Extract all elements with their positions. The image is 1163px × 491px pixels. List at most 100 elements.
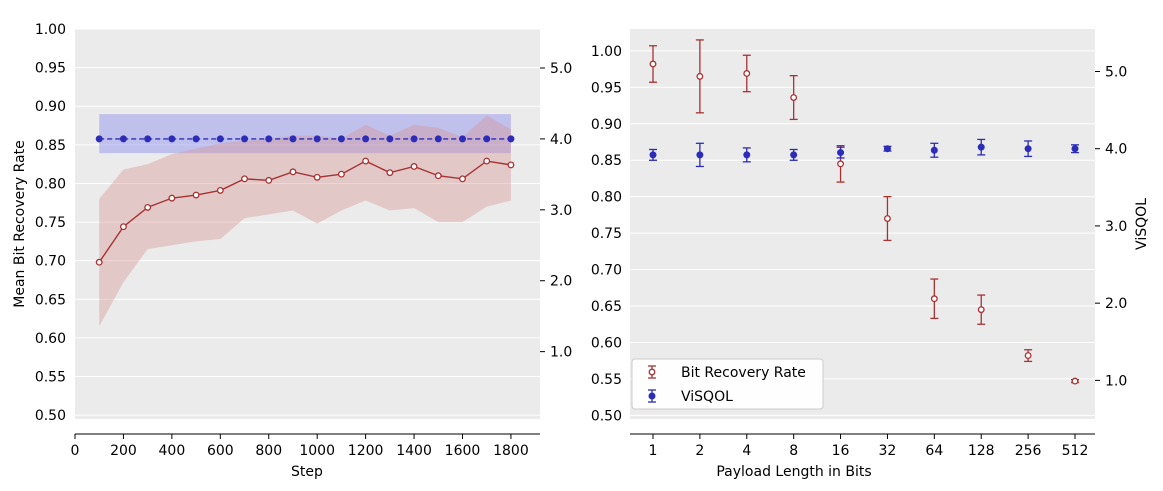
left-x-tick-label: 400: [159, 443, 186, 459]
right-y-tick-label: 0.60: [591, 335, 622, 351]
point-bit-recovery-rate: [883, 215, 891, 222]
point-visqol: [790, 151, 798, 159]
left-x-tick-label: 1000: [299, 443, 335, 459]
point-bit-recovery-rate: [265, 176, 273, 184]
point-visqol: [144, 135, 152, 143]
left-x-tick-label: 1400: [396, 443, 432, 459]
legend-marker-bit-recovery: [648, 368, 656, 376]
right-y-axis-label-right: ViSQOL: [1134, 198, 1150, 250]
point-bit-recovery-rate: [144, 203, 152, 211]
point-visqol: [1071, 145, 1079, 153]
point-visqol: [837, 149, 845, 157]
point-visqol: [649, 151, 657, 159]
point-bit-recovery-rate: [119, 223, 127, 231]
left-y-axis-label: Mean Bit Recovery Rate: [12, 140, 28, 308]
point-bit-recovery-rate: [483, 157, 491, 165]
point-visqol: [337, 135, 345, 143]
left-y-tick-label: 0.85: [35, 138, 66, 154]
point-bit-recovery-rate: [930, 295, 938, 303]
left-x-tick-label: 1800: [493, 443, 529, 459]
point-bit-recovery-rate: [168, 194, 176, 202]
right-y-ticks: 0.50 0.55 0.60 0.65 0.70 0.75 0.80 0.85 0.90 0.95…: [591, 44, 622, 424]
point-visqol: [265, 135, 273, 143]
point-bit-recovery-rate: [977, 306, 985, 314]
right-x-tick-label: 1: [649, 443, 658, 459]
point-bit-recovery-rate: [362, 157, 370, 165]
point-visqol: [434, 135, 442, 143]
left-y-tick-label: 0.75: [35, 215, 66, 231]
legend-box: [631, 358, 824, 410]
point-visqol: [313, 135, 321, 143]
right-data-points: [649, 60, 1079, 385]
left-series-lines: [98, 138, 512, 263]
right-y-tick-label: 0.95: [591, 80, 622, 96]
point-visqol: [119, 135, 127, 143]
right-x-tick-label: 4: [742, 443, 751, 459]
right-x-tick-label: 128: [968, 443, 995, 459]
right-chart: 1 2 4 8 16 32 64 128 256 512 0.50 0.55 0.60 0.65 0.70…: [591, 29, 1150, 480]
left-x-axis-label: Step: [291, 464, 323, 480]
point-visqol: [459, 135, 466, 143]
point-visqol: [216, 135, 224, 143]
left-y-tick-label: 0.60: [35, 331, 66, 347]
legend-item-visqol: ViSQOL: [648, 389, 733, 405]
point-bit-recovery-rate: [459, 175, 466, 183]
left-y-tick-label: 0.70: [35, 254, 66, 270]
left-x-tick-label: 0: [71, 443, 80, 459]
point-bit-recovery-rate: [649, 60, 657, 68]
point-bit-recovery-rate: [434, 172, 442, 180]
left-y-tick-label: 0.55: [35, 370, 66, 386]
legend-label-visqol: ViSQOL: [681, 389, 733, 405]
left-x-tick-label: 1200: [348, 443, 384, 459]
point-visqol: [930, 146, 938, 154]
point-bit-recovery-rate: [790, 94, 798, 101]
point-visqol: [483, 135, 491, 143]
point-bit-recovery-rate: [313, 173, 321, 181]
point-bit-recovery-rate: [837, 160, 845, 168]
point-visqol: [977, 143, 985, 151]
point-visqol: [95, 135, 103, 143]
right-y-ticks-right: 1.0 2.0 3.0 4.0 5.0: [1095, 64, 1127, 389]
point-bit-recovery-rate: [216, 186, 224, 194]
band-visqol: [99, 114, 511, 154]
point-bit-recovery-rate: [410, 163, 418, 170]
left-right-y-tick-label: 1.0: [550, 345, 572, 361]
left-y-tick-label: 0.95: [35, 61, 66, 77]
point-bit-recovery-rate: [386, 169, 394, 177]
left-data-points: [95, 135, 515, 266]
left-x-tick-label: 800: [255, 443, 282, 459]
right-right-y-tick-label: 3.0: [1105, 219, 1127, 235]
left-x-tick-label: 200: [110, 443, 137, 459]
point-bit-recovery-rate: [241, 175, 248, 183]
right-right-y-tick-label: 1.0: [1105, 373, 1127, 389]
right-y-tick-label: 0.75: [591, 226, 622, 242]
left-gridlines: [75, 28, 540, 416]
point-visqol: [289, 135, 297, 143]
right-y-tick-label: 0.50: [591, 408, 622, 424]
left-right-y-tick-label: 2.0: [550, 274, 572, 290]
legend-label-bit-recovery: Bit Recovery Rate: [681, 365, 806, 381]
point-visqol: [507, 135, 515, 143]
point-visqol: [241, 135, 249, 143]
right-x-tick-label: 16: [832, 443, 850, 459]
left-right-y-tick-label: 3.0: [550, 203, 572, 219]
right-y-tick-label: 0.80: [591, 190, 622, 206]
point-visqol: [168, 135, 176, 143]
right-y-tick-label: 0.70: [591, 263, 622, 279]
right-x-tick-label: 2: [695, 443, 704, 459]
point-visqol: [410, 135, 418, 143]
point-bit-recovery-rate: [192, 191, 200, 199]
point-visqol: [696, 151, 704, 159]
right-x-axis-label: Payload Length in Bits: [716, 464, 871, 480]
right-gridlines: [630, 50, 1095, 416]
point-bit-recovery-rate: [507, 161, 515, 169]
right-x-tick-label: 8: [789, 443, 798, 459]
left-y-tick-label: 0.65: [35, 292, 66, 308]
left-y-tick-label: 1.00: [35, 22, 66, 38]
point-bit-recovery-rate: [1024, 352, 1032, 360]
legend-marker-visqol: [648, 392, 656, 400]
right-right-y-tick-label: 5.0: [1105, 64, 1127, 80]
right-y-tick-label: 0.65: [591, 299, 622, 315]
left-x-ticks: 0 200 400 600 800 1000 1200 1400 1600 1800: [71, 434, 529, 459]
